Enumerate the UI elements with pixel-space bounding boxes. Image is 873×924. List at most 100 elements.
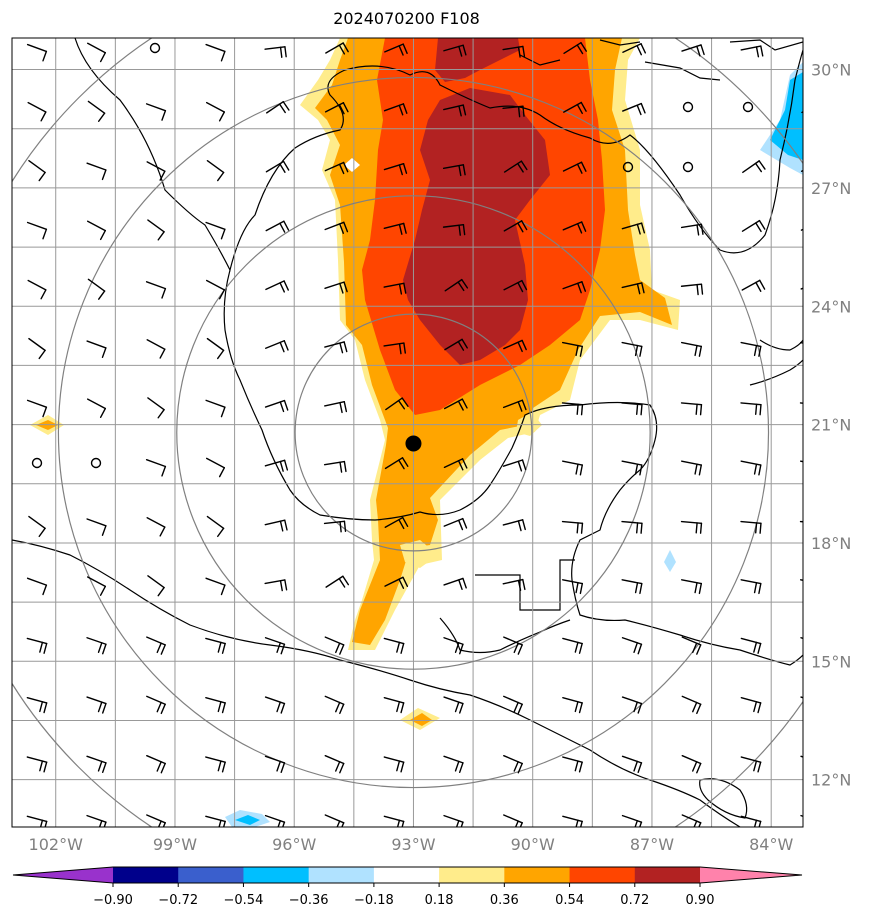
colorbar-segment bbox=[113, 867, 179, 883]
wind-barb bbox=[443, 637, 464, 655]
colorbar-segment bbox=[308, 867, 375, 883]
wind-barb bbox=[87, 278, 106, 300]
wind-barb bbox=[741, 279, 766, 292]
wind-barb bbox=[146, 695, 166, 715]
lon-tick-label: 96°W bbox=[272, 835, 316, 854]
wind-barb bbox=[324, 401, 348, 414]
wind-barb bbox=[621, 460, 643, 476]
wind-barb bbox=[799, 579, 803, 581]
colorbar: −0.90 −0.72 −0.54 −0.36 −0.18 0.18 0.36 0.54 0.7… bbox=[12, 866, 803, 908]
wind-barb bbox=[801, 52, 803, 55]
wind-barb bbox=[740, 402, 762, 416]
wind-barb bbox=[742, 160, 766, 174]
range-ring bbox=[57, 76, 770, 789]
lat-tick-label: 12°N bbox=[811, 771, 851, 790]
wind-barb bbox=[325, 575, 350, 588]
wind-barb bbox=[383, 697, 405, 714]
wind-barb bbox=[265, 160, 290, 173]
wind-barb bbox=[562, 815, 583, 827]
wind-barb bbox=[800, 169, 803, 172]
wind-barb bbox=[680, 402, 703, 416]
lon-tick-label: 87°W bbox=[630, 835, 674, 854]
wind-barb bbox=[443, 517, 468, 531]
wind-barb bbox=[383, 162, 408, 176]
wind-barb bbox=[621, 637, 643, 655]
wind-barb bbox=[26, 697, 48, 714]
wind-barb bbox=[503, 695, 523, 715]
wind-barb bbox=[264, 696, 286, 714]
wind-barb bbox=[799, 341, 803, 344]
wind-barb bbox=[562, 756, 583, 773]
wind-barb bbox=[562, 697, 583, 714]
wind-barb bbox=[26, 637, 48, 654]
wind-barb bbox=[324, 814, 345, 827]
lon-tick-label: 90°W bbox=[511, 835, 555, 854]
wind-barb bbox=[147, 219, 165, 241]
wind-barb bbox=[384, 43, 408, 56]
wind-barb bbox=[503, 814, 523, 827]
wind-barb bbox=[26, 577, 48, 596]
wind-barb bbox=[503, 160, 528, 173]
wind-barb bbox=[86, 340, 107, 359]
wind-barb bbox=[86, 398, 107, 419]
wind-barb bbox=[562, 281, 587, 294]
calm-circle bbox=[90, 457, 102, 469]
colorbar-label: 0.18 bbox=[425, 893, 454, 908]
wind-barb bbox=[265, 220, 290, 233]
colorbar-label: 0.90 bbox=[686, 893, 715, 908]
wind-barb bbox=[28, 160, 46, 182]
wind-barb bbox=[740, 45, 764, 58]
wind-barb bbox=[26, 43, 48, 62]
lat-tick-label: 21°N bbox=[811, 416, 851, 435]
wind-barb bbox=[384, 576, 409, 589]
wind-barb bbox=[325, 42, 349, 55]
wind-barb bbox=[621, 402, 643, 416]
wind-barb bbox=[444, 338, 468, 351]
wind-barb bbox=[324, 341, 348, 354]
wind-barb bbox=[502, 578, 526, 592]
wind-barb bbox=[681, 754, 702, 774]
wind-barb bbox=[86, 576, 107, 596]
wind-barb bbox=[86, 518, 107, 536]
wind-barb bbox=[264, 459, 289, 472]
wind-barb bbox=[444, 278, 469, 292]
wind-barb bbox=[26, 815, 48, 827]
wind-barb bbox=[681, 636, 702, 655]
colorbar-label: 0.36 bbox=[490, 893, 519, 908]
wind-barb bbox=[621, 222, 646, 235]
wind-barb bbox=[264, 519, 288, 532]
wind-barb bbox=[740, 697, 762, 714]
wind-barb bbox=[26, 221, 48, 240]
wind-barb bbox=[383, 282, 407, 295]
wind-barb bbox=[681, 695, 702, 715]
wind-barb bbox=[86, 637, 107, 655]
wind-barb bbox=[265, 280, 289, 293]
wind-barb bbox=[205, 399, 226, 418]
wind-barb bbox=[561, 520, 584, 534]
wind-barb bbox=[205, 637, 226, 654]
colorbar-segment bbox=[373, 867, 440, 883]
lat-tick-label: 15°N bbox=[811, 652, 851, 671]
wind-barb bbox=[206, 515, 225, 538]
colorbar-segment bbox=[634, 867, 701, 883]
wind-barb bbox=[383, 222, 407, 235]
wind-barb bbox=[206, 337, 225, 360]
wind-barb bbox=[503, 279, 528, 293]
wind-barb bbox=[206, 160, 225, 182]
wind-barb bbox=[563, 101, 587, 115]
wind-barb bbox=[28, 515, 46, 538]
wind-barb bbox=[502, 519, 526, 532]
wind-barb bbox=[264, 637, 286, 655]
wind-barb bbox=[740, 341, 762, 357]
wind-barb bbox=[503, 754, 523, 774]
colorbar-label: −0.72 bbox=[158, 893, 198, 908]
wind-barb bbox=[680, 520, 703, 534]
wind-barb bbox=[443, 398, 468, 411]
wind-barb bbox=[503, 220, 528, 233]
lon-tick-label: 84°W bbox=[749, 835, 793, 854]
wind-barb bbox=[562, 221, 587, 234]
wind-barb bbox=[442, 223, 466, 236]
wind-barb bbox=[146, 754, 166, 774]
wind-barbs bbox=[26, 42, 803, 827]
wind-barb bbox=[264, 399, 289, 413]
